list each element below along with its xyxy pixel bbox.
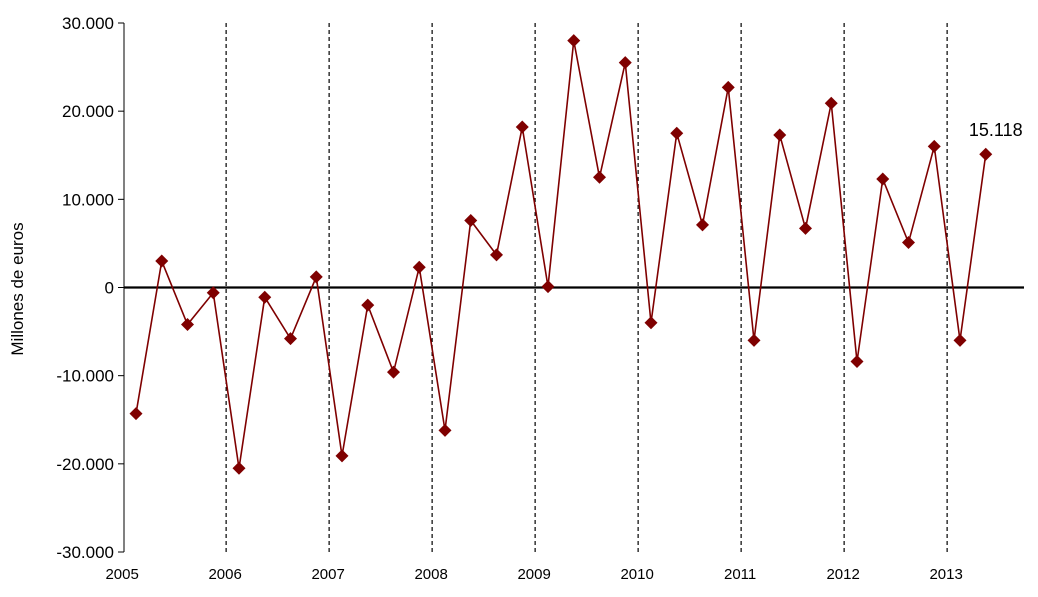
y-tick-label: 20.000 bbox=[62, 102, 114, 121]
data-point bbox=[979, 147, 993, 161]
y-tick-label: -30.000 bbox=[56, 543, 114, 562]
series-line bbox=[135, 40, 987, 469]
x-tick-label: 2005 bbox=[105, 566, 138, 583]
data-point bbox=[155, 254, 169, 268]
series-group bbox=[129, 34, 993, 475]
x-tick-label: 2009 bbox=[517, 566, 550, 583]
data-point bbox=[129, 407, 143, 421]
y-tick-label: 10.000 bbox=[62, 190, 114, 209]
x-tick-label: 2008 bbox=[414, 566, 447, 583]
data-point bbox=[335, 449, 349, 463]
y-tick-label: -20.000 bbox=[56, 455, 114, 474]
data-point bbox=[824, 96, 838, 110]
data-point bbox=[464, 213, 478, 227]
y-axis: -30.000 -20.000 -10.000 0 10.000 20.000 30.000 bbox=[56, 14, 125, 562]
x-tick-label: 2012 bbox=[826, 566, 859, 583]
y-tick-label: 30.000 bbox=[62, 14, 114, 33]
last-value-annotation: 15.118 bbox=[969, 120, 1023, 140]
data-point bbox=[284, 332, 297, 346]
data-point bbox=[593, 170, 606, 184]
data-point bbox=[206, 286, 220, 300]
data-point bbox=[773, 128, 787, 142]
data-point bbox=[438, 423, 452, 437]
data-point bbox=[902, 236, 915, 250]
y-tick-label: -10.000 bbox=[56, 367, 114, 386]
x-tick-label: 2007 bbox=[311, 566, 344, 583]
data-point bbox=[799, 221, 812, 235]
data-point bbox=[361, 298, 375, 312]
data-point bbox=[644, 316, 658, 330]
data-point bbox=[258, 290, 272, 304]
y-axis-title: Millones de euros bbox=[8, 222, 27, 355]
data-point bbox=[387, 365, 400, 379]
data-point bbox=[515, 120, 529, 134]
y-tick-label: 0 bbox=[105, 279, 114, 298]
x-tick-label: 2013 bbox=[929, 566, 962, 583]
data-point bbox=[412, 260, 426, 274]
data-point bbox=[927, 139, 941, 153]
x-tick-label: 2011 bbox=[724, 566, 756, 583]
data-point bbox=[876, 172, 890, 186]
data-point bbox=[953, 333, 967, 347]
data-point bbox=[567, 34, 581, 48]
data-point bbox=[232, 461, 246, 475]
data-point bbox=[696, 218, 709, 232]
data-point bbox=[309, 270, 323, 284]
data-point bbox=[181, 318, 194, 332]
x-tick-label: 2010 bbox=[620, 566, 653, 583]
data-point bbox=[541, 280, 555, 294]
data-point bbox=[721, 80, 735, 94]
data-point bbox=[490, 248, 503, 262]
data-point bbox=[747, 333, 761, 347]
x-axis-labels: 2005 2006 2007 2008 2009 2010 2011 2012 2013 bbox=[105, 566, 962, 583]
data-point bbox=[850, 355, 864, 369]
data-point bbox=[670, 126, 684, 140]
data-point bbox=[618, 56, 632, 70]
x-tick-label: 2006 bbox=[208, 566, 241, 583]
